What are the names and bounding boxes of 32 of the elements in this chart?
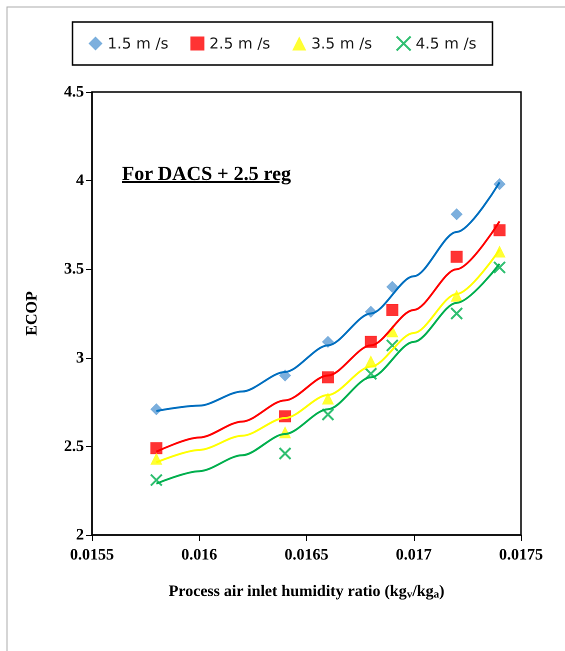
point: [321, 408, 334, 422]
point: [322, 392, 334, 405]
point: [386, 304, 398, 316]
x-tick-label: 0.016: [181, 546, 218, 564]
x-tick-label: 0.0165: [284, 546, 328, 564]
point: [150, 452, 162, 465]
y-tick-label: 2: [76, 526, 84, 544]
point: [450, 307, 464, 320]
y-tick-label: 4: [76, 172, 84, 190]
point: [150, 474, 163, 487]
point: [450, 208, 463, 220]
legend-label: 3.5 m /s: [311, 34, 372, 52]
annotation: For DACS + 2.5 reg: [122, 163, 291, 186]
x-tick-label: 0.017: [396, 546, 432, 564]
legend-label: 2.5 m /s: [209, 34, 270, 52]
y-axis-title: ECOP: [24, 291, 40, 336]
y-tick-label: 3.5: [64, 260, 84, 278]
y-tick-label: 4.5: [64, 84, 84, 100]
legend-label: 4.5 m /s: [416, 34, 477, 52]
point: [386, 338, 399, 352]
x-tick-label: 0.0175: [499, 546, 543, 564]
y-tick-label: 2.5: [64, 438, 84, 455]
point: [278, 446, 292, 460]
point: [364, 367, 378, 380]
point: [493, 260, 506, 274]
point: [386, 280, 398, 293]
point: [450, 250, 463, 263]
y-tick-label: 3: [76, 349, 84, 366]
legend-label: 1.5 m /s: [108, 34, 169, 52]
point: [150, 442, 162, 454]
x-tick-label: 0.0155: [70, 546, 114, 564]
x-axis-title: Process air inlet humidity ratio (kgv/kga): [168, 583, 445, 600]
